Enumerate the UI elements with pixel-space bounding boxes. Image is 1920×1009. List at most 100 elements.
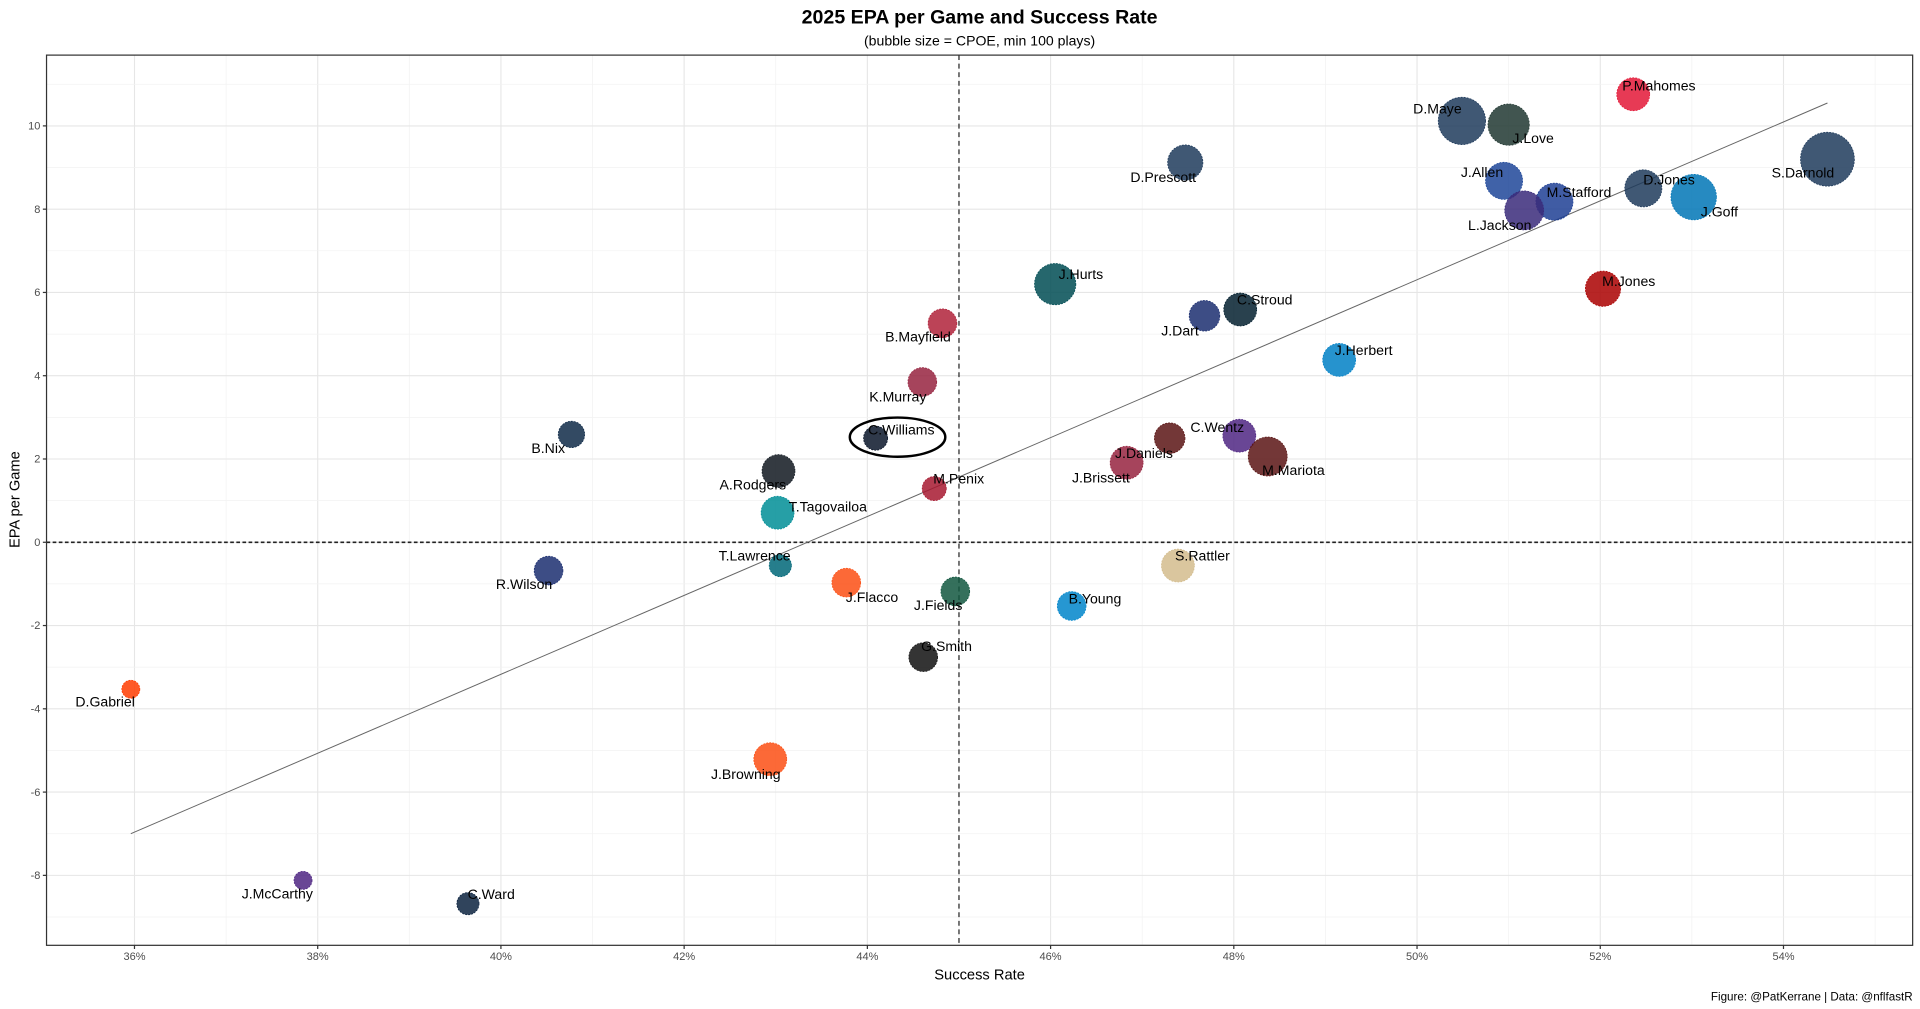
x-tick-label: 42% bbox=[673, 951, 695, 963]
point-label: S.Darnold bbox=[1772, 165, 1835, 181]
point-labels: P.Mahomes D.Maye J.Love S.Darnold D.Prescott… bbox=[75, 78, 1834, 902]
y-axis-label: EPA per Game bbox=[8, 451, 24, 548]
point-label: J.Daniels bbox=[1115, 445, 1173, 461]
highlight-ellipse bbox=[848, 416, 947, 458]
data-point bbox=[1109, 445, 1144, 480]
data-point bbox=[293, 870, 313, 890]
chart-subtitle: (bubble size = CPOE, min 100 plays) bbox=[864, 32, 1095, 48]
x-axis-ticks: 36% 38% 40% 42% 44% 46% 48% 50% 52% 54% bbox=[123, 945, 1795, 963]
x-axis-label: Success Rate bbox=[934, 968, 1025, 984]
point-label: C.Wentz bbox=[1190, 419, 1244, 435]
trend-line bbox=[130, 102, 1828, 835]
data-point bbox=[1154, 422, 1186, 454]
point-label: P.Mahomes bbox=[1622, 78, 1695, 94]
point-label: J.Dart bbox=[1161, 322, 1199, 338]
point-label: J.Flacco bbox=[846, 589, 899, 605]
data-point bbox=[921, 476, 947, 501]
point-label: J.Goff bbox=[1701, 204, 1738, 220]
x-tick-label: 44% bbox=[856, 951, 878, 963]
y-tick-label: 8 bbox=[34, 204, 40, 216]
point-label: M.Jones bbox=[1602, 273, 1655, 289]
data-point bbox=[1670, 173, 1717, 221]
point-label: B.Nix bbox=[531, 440, 565, 456]
data-point bbox=[1624, 169, 1663, 208]
x-tick-label: 54% bbox=[1772, 951, 1794, 963]
data-point bbox=[1437, 96, 1486, 145]
point-label: J.Hurts bbox=[1059, 266, 1104, 282]
regression-line bbox=[130, 102, 1828, 835]
data-point bbox=[753, 742, 788, 777]
data-point bbox=[761, 454, 796, 488]
point-label: R.Wilson bbox=[496, 576, 552, 592]
data-point bbox=[1485, 161, 1523, 200]
x-tick-label: 48% bbox=[1223, 951, 1245, 963]
x-tick-label: 38% bbox=[307, 951, 329, 963]
point-label: D.Prescott bbox=[1130, 169, 1196, 185]
y-tick-label: -6 bbox=[31, 787, 41, 799]
data-point bbox=[1487, 103, 1530, 146]
chart-title: 2025 EPA per Game and Success Rate bbox=[802, 6, 1158, 28]
data-point bbox=[907, 367, 938, 397]
data-point bbox=[1056, 591, 1087, 621]
data-point bbox=[1034, 263, 1077, 306]
y-tick-label: -4 bbox=[31, 703, 41, 715]
point-label: J.Brissett bbox=[1072, 469, 1130, 485]
plot-border bbox=[45, 54, 1914, 946]
y-axis-ticks: -8 -6 -4 -2 0 2 4 6 8 10 bbox=[28, 121, 47, 882]
point-label: L.Jackson bbox=[1468, 217, 1531, 233]
data-point bbox=[927, 308, 958, 338]
data-point bbox=[863, 425, 889, 451]
point-label: J.McCarthy bbox=[242, 886, 314, 902]
data-point bbox=[121, 679, 141, 699]
point-label: C.Williams bbox=[868, 422, 934, 438]
caption: Figure: @PatKerrane | Data: @nflfastR bbox=[1711, 990, 1913, 1003]
y-tick-label: 2 bbox=[34, 454, 40, 466]
point-label: J.Love bbox=[1512, 130, 1554, 146]
point-label: J.Herbert bbox=[1335, 342, 1393, 358]
grid bbox=[46, 55, 1913, 946]
data-point bbox=[533, 555, 564, 586]
data-point bbox=[1223, 292, 1258, 327]
point-label: D.Jones bbox=[1643, 172, 1695, 188]
point-label: C.Stroud bbox=[1237, 292, 1293, 308]
point-label: M.Penix bbox=[933, 471, 984, 487]
x-tick-label: 50% bbox=[1406, 951, 1428, 963]
point-label: T.Lawrence bbox=[719, 548, 791, 564]
data-point bbox=[1585, 270, 1622, 307]
y-tick-label: -8 bbox=[31, 870, 41, 882]
point-label: T.Tagovailoa bbox=[789, 498, 867, 514]
data-point bbox=[1800, 131, 1855, 187]
point-label: K.Murray bbox=[869, 389, 927, 405]
point-label: D.Maye bbox=[1413, 101, 1462, 117]
x-tick-label: 46% bbox=[1040, 951, 1062, 963]
data-point bbox=[768, 554, 792, 578]
data-point bbox=[831, 567, 862, 598]
point-label: C.Ward bbox=[468, 886, 515, 902]
data-point bbox=[1322, 343, 1357, 377]
data-point bbox=[1188, 300, 1221, 332]
point-label: M.Stafford bbox=[1547, 184, 1612, 200]
data-point bbox=[1167, 144, 1204, 181]
data-point bbox=[908, 642, 938, 672]
y-tick-label: 10 bbox=[28, 121, 40, 133]
reference-lines bbox=[46, 55, 1913, 946]
y-tick-label: 4 bbox=[34, 370, 40, 382]
data-point bbox=[1616, 77, 1651, 112]
x-tick-label: 52% bbox=[1589, 951, 1611, 963]
data-point bbox=[1222, 418, 1257, 453]
data-point bbox=[1504, 190, 1545, 231]
point-label: J.Fields bbox=[914, 597, 963, 613]
data-point bbox=[1161, 548, 1195, 583]
x-tick-label: 36% bbox=[123, 951, 145, 963]
point-label: D.Gabriel bbox=[75, 693, 134, 709]
y-tick-label: -2 bbox=[31, 620, 41, 632]
point-label: A.Rodgers bbox=[720, 476, 787, 492]
x-tick-label: 40% bbox=[490, 951, 512, 963]
y-tick-label: 6 bbox=[34, 287, 40, 299]
point-label: M.Mariota bbox=[1262, 462, 1325, 478]
y-tick-label: 0 bbox=[34, 537, 40, 549]
data-point bbox=[557, 420, 586, 449]
point-label: B.Young bbox=[1069, 591, 1122, 607]
data-point bbox=[940, 576, 971, 607]
